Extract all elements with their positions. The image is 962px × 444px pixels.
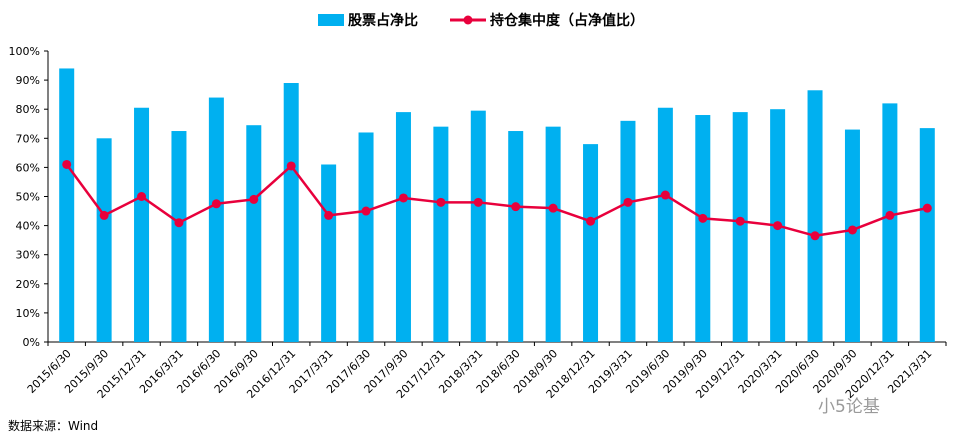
legend-swatch-marker (463, 15, 473, 25)
bar (807, 90, 823, 342)
watermark: 小5论基 (818, 397, 880, 417)
line-point (249, 194, 259, 204)
line-point (885, 210, 895, 220)
line-point (398, 193, 408, 203)
legend: 股票占净比 持仓集中度（占净值比） (318, 12, 644, 29)
bar (695, 115, 711, 343)
bar (283, 83, 299, 342)
line-point (922, 203, 932, 213)
bar (171, 131, 187, 342)
legend-label-bar: 股票占净比 (348, 12, 418, 29)
bar (433, 126, 449, 342)
y-tick-label: 10% (16, 307, 40, 320)
source-note: 数据来源：Wind (8, 419, 99, 433)
bar (620, 120, 636, 342)
line-point (548, 203, 558, 213)
bar (732, 112, 748, 342)
axes: 0% 10% 20% 30% 40% 50% 60% 70% 80% 90% 100% (9, 45, 947, 349)
line-point (286, 161, 296, 171)
y-tick-label: 90% (16, 74, 40, 87)
bar (59, 68, 75, 343)
line-point (660, 190, 670, 200)
series-line (65, 163, 928, 238)
bar-series (59, 68, 935, 343)
bar (583, 144, 599, 342)
bar (844, 129, 860, 342)
line-point (174, 218, 184, 228)
legend-swatch-bar (318, 14, 344, 26)
line-point (810, 231, 820, 241)
line-point (361, 206, 371, 216)
bar (919, 128, 935, 342)
bar (545, 126, 561, 342)
bar (470, 110, 486, 342)
bar (321, 164, 337, 342)
line-point (623, 197, 633, 207)
x-axis-ticks: 2015/6/302015/9/302015/12/312016/3/31201… (25, 347, 935, 401)
line-point (586, 216, 596, 226)
bar (508, 131, 524, 342)
line-point (137, 192, 147, 201)
y-tick-label: 100% (9, 45, 40, 58)
y-tick-label: 50% (16, 191, 40, 204)
line-series (62, 159, 932, 241)
bar (657, 107, 673, 343)
line-point (62, 159, 72, 169)
legend-label-line: 持仓集中度（占净值比） (490, 12, 644, 29)
line-point (847, 225, 857, 235)
y-tick-label: 20% (16, 278, 40, 291)
line-point (698, 213, 708, 223)
y-tick-label: 40% (16, 220, 40, 233)
bar (395, 112, 411, 342)
bar (358, 132, 374, 342)
y-tick-label: 60% (16, 161, 40, 174)
line-point (511, 202, 521, 212)
y-tick-label: 80% (16, 103, 40, 116)
line-point (773, 221, 783, 231)
y-tick-label: 30% (16, 249, 40, 262)
line-point (99, 210, 109, 220)
y-tick-label: 0% (23, 336, 40, 349)
line-point (735, 216, 745, 226)
bar (246, 125, 262, 342)
line-point (473, 197, 483, 207)
line-point (211, 199, 221, 209)
line-point (324, 210, 334, 220)
bar (96, 138, 112, 342)
bar (882, 103, 898, 342)
bar (134, 107, 150, 343)
bar (208, 97, 224, 342)
line-point (436, 197, 446, 207)
y-tick-label: 70% (16, 132, 40, 145)
